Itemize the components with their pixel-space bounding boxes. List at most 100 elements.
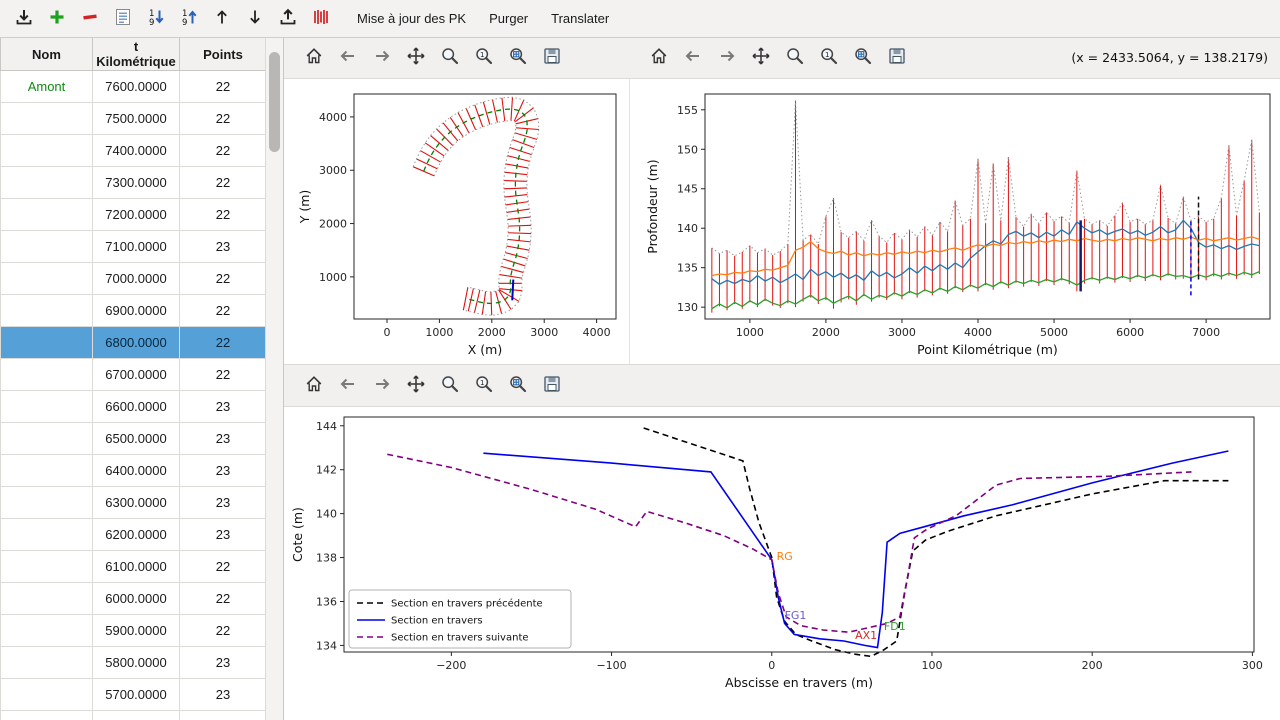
cell-pk[interactable]: 7300.0000 — [92, 166, 180, 199]
cell-points[interactable]: 22 — [179, 102, 266, 135]
move-down-button[interactable] — [241, 5, 269, 33]
forward-button[interactable] — [715, 46, 739, 70]
cell-points[interactable]: 22 — [179, 358, 266, 391]
zoom-one-button[interactable]: 1 — [472, 373, 496, 397]
table-row[interactable]: 6700.0000 22 — [0, 358, 266, 391]
cell-pk[interactable]: 6700.0000 — [92, 358, 180, 391]
cell-pk[interactable]: 6500.0000 — [92, 422, 180, 455]
cell-points[interactable]: 22 — [179, 262, 266, 295]
zoom-fit-button[interactable] — [506, 46, 530, 70]
forward-button[interactable] — [370, 46, 394, 70]
cell-nom[interactable]: Amont — [0, 70, 93, 103]
cell-pk[interactable]: 7000.0000 — [92, 262, 180, 295]
table-row[interactable]: 5800.0000 23 — [0, 646, 266, 679]
pan-button[interactable] — [404, 373, 428, 397]
table-row[interactable]: 6800.0000 22 — [0, 326, 266, 359]
cell-nom[interactable] — [0, 454, 93, 487]
zoom-button[interactable] — [438, 373, 462, 397]
cell-pk[interactable]: 6200.0000 — [92, 518, 180, 551]
cell-pk[interactable]: 7500.0000 — [92, 102, 180, 135]
save-button[interactable] — [540, 46, 564, 70]
table-row[interactable]: 7000.0000 22 — [0, 262, 266, 295]
cell-nom[interactable] — [0, 518, 93, 551]
cell-nom[interactable] — [0, 390, 93, 423]
menu-purger[interactable]: Purger — [489, 11, 529, 26]
cell-pk[interactable]: 6000.0000 — [92, 582, 180, 615]
cell-nom[interactable] — [0, 582, 93, 615]
cell-nom[interactable] — [0, 262, 93, 295]
cell-points[interactable]: 22 — [179, 198, 266, 231]
cell-pk[interactable]: 6800.0000 — [92, 326, 180, 359]
home-button[interactable] — [647, 46, 671, 70]
pan-button[interactable] — [749, 46, 773, 70]
table-row[interactable]: 6300.0000 23 — [0, 486, 266, 519]
table-row[interactable]: 7500.0000 22 — [0, 102, 266, 135]
cell-nom[interactable] — [0, 614, 93, 647]
cell-points[interactable]: 22 — [179, 70, 266, 103]
cell-pk[interactable]: 7400.0000 — [92, 134, 180, 167]
header-nom[interactable]: Nom — [0, 38, 93, 71]
table-row[interactable]: 7200.0000 22 — [0, 198, 266, 231]
zoom-button[interactable] — [783, 46, 807, 70]
cell-nom[interactable] — [0, 102, 93, 135]
table-row[interactable]: 6500.0000 23 — [0, 422, 266, 455]
cell-nom[interactable] — [0, 646, 93, 679]
zoom-fit-button[interactable] — [851, 46, 875, 70]
cell-points[interactable]: 23 — [179, 678, 266, 711]
cell-pk[interactable]: 6900.0000 — [92, 294, 180, 327]
table-row[interactable]: 5900.0000 22 — [0, 614, 266, 647]
table-row[interactable]: 5700.0000 23 — [0, 678, 266, 711]
table-row[interactable]: 7100.0000 23 — [0, 230, 266, 263]
remove-button[interactable] — [76, 5, 104, 33]
add-button[interactable] — [43, 5, 71, 33]
cell-points[interactable]: 23 — [179, 486, 266, 519]
cell-nom[interactable] — [0, 486, 93, 519]
cell-nom[interactable] — [0, 166, 93, 199]
menu-mise-a-jour-des-pk[interactable]: Mise à jour des PK — [357, 11, 467, 26]
cell-points[interactable]: 23 — [179, 710, 266, 720]
cell-points[interactable]: 23 — [179, 454, 266, 487]
pan-button[interactable] — [404, 46, 428, 70]
zoom-fit-button[interactable] — [506, 373, 530, 397]
cell-nom[interactable] — [0, 710, 93, 720]
cell-pk[interactable]: 7200.0000 — [92, 198, 180, 231]
export-button[interactable] — [274, 5, 302, 33]
cell-pk[interactable]: 5800.0000 — [92, 646, 180, 679]
save-button[interactable] — [885, 46, 909, 70]
cell-points[interactable]: 22 — [179, 294, 266, 327]
cell-nom[interactable] — [0, 550, 93, 583]
sections-button[interactable] — [307, 5, 335, 33]
plan-view-figure[interactable]: 0 1000 2000 3000 4000 1000 2000 3000 4000 X (m) Y … — [284, 79, 629, 364]
cell-nom[interactable] — [0, 230, 93, 263]
cell-pk[interactable]: 6100.0000 — [92, 550, 180, 583]
table-row[interactable]: 7300.0000 22 — [0, 166, 266, 199]
zoom-one-button[interactable]: 1 — [817, 46, 841, 70]
home-button[interactable] — [302, 373, 326, 397]
cell-nom[interactable] — [0, 422, 93, 455]
header-pk[interactable]: t Kilométrique — [92, 38, 180, 71]
cell-pk[interactable]: 7100.0000 — [92, 230, 180, 263]
save-button[interactable] — [540, 373, 564, 397]
cell-nom[interactable] — [0, 326, 93, 359]
table-row[interactable]: 6100.0000 22 — [0, 550, 266, 583]
home-button[interactable] — [302, 46, 326, 70]
import-button[interactable] — [10, 5, 38, 33]
cell-nom[interactable] — [0, 678, 93, 711]
cell-points[interactable]: 23 — [179, 390, 266, 423]
back-button[interactable] — [336, 46, 360, 70]
table-row[interactable]: 6900.0000 22 — [0, 294, 266, 327]
longitudinal-profile-figure[interactable]: 1000 2000 3000 4000 5000 6000 7000 130 135 140 145… — [630, 79, 1280, 364]
table-row[interactable]: 6600.0000 23 — [0, 390, 266, 423]
edit-button[interactable] — [109, 5, 137, 33]
table-row[interactable]: 6200.0000 23 — [0, 518, 266, 551]
table-scrollbar-thumb[interactable] — [269, 52, 281, 152]
cell-nom[interactable] — [0, 134, 93, 167]
zoom-one-button[interactable]: 1 — [472, 46, 496, 70]
zoom-button[interactable] — [438, 46, 462, 70]
cell-points[interactable]: 22 — [179, 550, 266, 583]
cell-points[interactable]: 22 — [179, 582, 266, 615]
forward-button[interactable] — [370, 373, 394, 397]
table-row[interactable]: 7400.0000 22 — [0, 134, 266, 167]
